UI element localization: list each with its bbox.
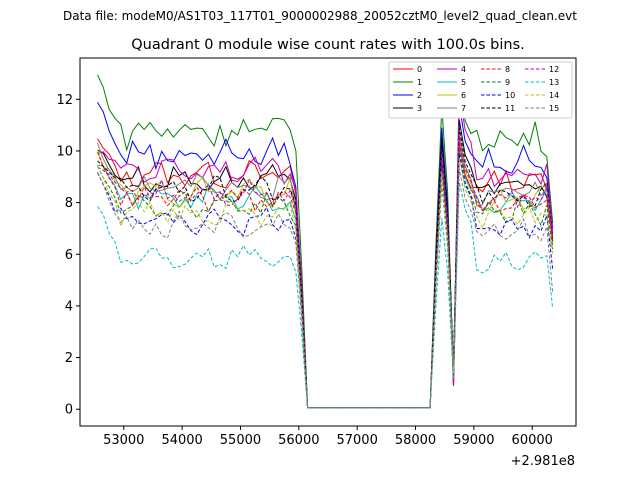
y-tick-label: 2 xyxy=(65,351,73,366)
legend-label-7: 7 xyxy=(461,104,466,113)
y-tick-label: 0 xyxy=(65,403,73,418)
y-axis-ticks: 0 2 4 6 8 10 12 xyxy=(56,93,80,418)
x-tick-label: 60000 xyxy=(512,433,553,448)
y-tick-label: 8 xyxy=(65,196,73,211)
legend-label-10: 10 xyxy=(505,91,515,100)
x-tick-label: 56000 xyxy=(278,433,319,448)
legend-label-0: 0 xyxy=(417,65,422,74)
series-5-line xyxy=(97,145,554,409)
x-axis-ticks: 53000 54000 55000 56000 57000 58000 59000 60000 xyxy=(103,426,553,448)
series-1-line xyxy=(97,74,554,409)
legend-label-3: 3 xyxy=(417,104,422,113)
series-12-line xyxy=(97,135,554,409)
legend-label-11: 11 xyxy=(505,104,515,113)
series-13-line xyxy=(97,181,554,409)
plot-frame xyxy=(79,57,577,427)
x-offset-label: +2.981e8 xyxy=(511,454,575,469)
chart-title: Quadrant 0 module wise count rates with … xyxy=(131,37,525,53)
series-11-line xyxy=(97,127,554,409)
legend-label-13: 13 xyxy=(549,78,559,87)
y-tick-label: 4 xyxy=(65,299,73,314)
series-15-line xyxy=(97,168,554,409)
series-4-line xyxy=(97,91,554,409)
series-14-line xyxy=(97,158,554,409)
x-tick-label: 55000 xyxy=(220,433,261,448)
legend-label-5: 5 xyxy=(461,78,466,87)
x-tick-label: 54000 xyxy=(161,433,202,448)
legend-label-9: 9 xyxy=(505,78,510,87)
y-tick-label: 10 xyxy=(56,144,73,159)
suptitle: Data file: modeM0/AS1T03_117T01_90000029… xyxy=(63,9,577,23)
y-tick-label: 12 xyxy=(56,93,73,108)
legend-label-4: 4 xyxy=(461,65,466,74)
series-2-line xyxy=(97,102,554,409)
legend-label-8: 8 xyxy=(505,65,510,74)
x-tick-label: 59000 xyxy=(453,433,494,448)
legend-label-12: 12 xyxy=(549,65,559,74)
series-7-line xyxy=(97,132,554,409)
legend-label-6: 6 xyxy=(461,91,466,100)
legend-label-2: 2 xyxy=(417,91,422,100)
legend-label-14: 14 xyxy=(549,91,559,100)
legend-label-15: 15 xyxy=(549,104,559,113)
legend-box xyxy=(388,61,573,119)
x-tick-label: 53000 xyxy=(103,433,144,448)
x-tick-label: 57000 xyxy=(336,433,377,448)
series-6-line xyxy=(97,138,554,409)
series-10-line xyxy=(97,153,554,409)
series-8-line xyxy=(97,143,554,409)
series-layer xyxy=(97,74,554,409)
legend-label-1: 1 xyxy=(417,78,422,87)
series-0-line xyxy=(97,138,554,409)
x-tick-label: 58000 xyxy=(395,433,436,448)
y-tick-label: 6 xyxy=(65,248,73,263)
series-3-line xyxy=(97,119,554,409)
